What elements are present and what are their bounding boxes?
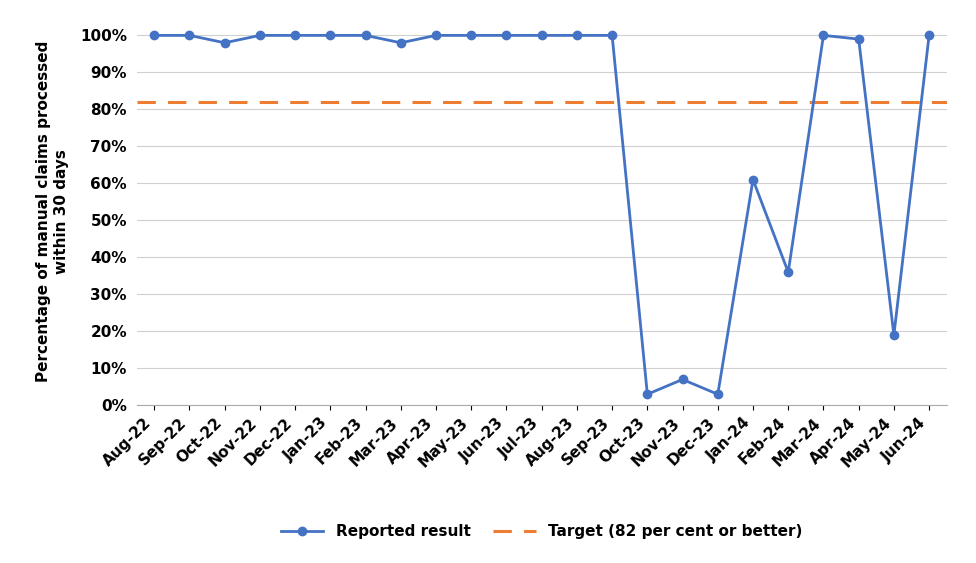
Reported result xyxy=(853,35,865,42)
Reported result xyxy=(536,32,548,39)
Reported result xyxy=(676,376,688,383)
Reported result xyxy=(818,32,830,39)
Reported result xyxy=(783,269,794,275)
Reported result xyxy=(641,391,653,397)
Reported result xyxy=(712,391,723,397)
Reported result xyxy=(888,332,900,338)
Reported result xyxy=(606,32,618,39)
Line: Reported result: Reported result xyxy=(150,31,933,399)
Reported result xyxy=(571,32,583,39)
Reported result xyxy=(219,39,230,46)
Target (82 per cent or better) xyxy=(148,99,160,105)
Target (82 per cent or better) xyxy=(183,99,195,105)
Reported result xyxy=(360,32,372,39)
Reported result xyxy=(430,32,442,39)
Reported result xyxy=(183,32,195,39)
Reported result xyxy=(395,39,407,46)
Legend: Reported result, Target (82 per cent or better): Reported result, Target (82 per cent or … xyxy=(274,518,809,546)
Reported result xyxy=(923,32,935,39)
Reported result xyxy=(148,32,160,39)
Y-axis label: Percentage of manual claims processed
within 30 days: Percentage of manual claims processed wi… xyxy=(36,41,68,382)
Reported result xyxy=(501,32,512,39)
Reported result xyxy=(254,32,265,39)
Reported result xyxy=(289,32,301,39)
Reported result xyxy=(324,32,336,39)
Reported result xyxy=(466,32,477,39)
Reported result xyxy=(748,176,759,183)
